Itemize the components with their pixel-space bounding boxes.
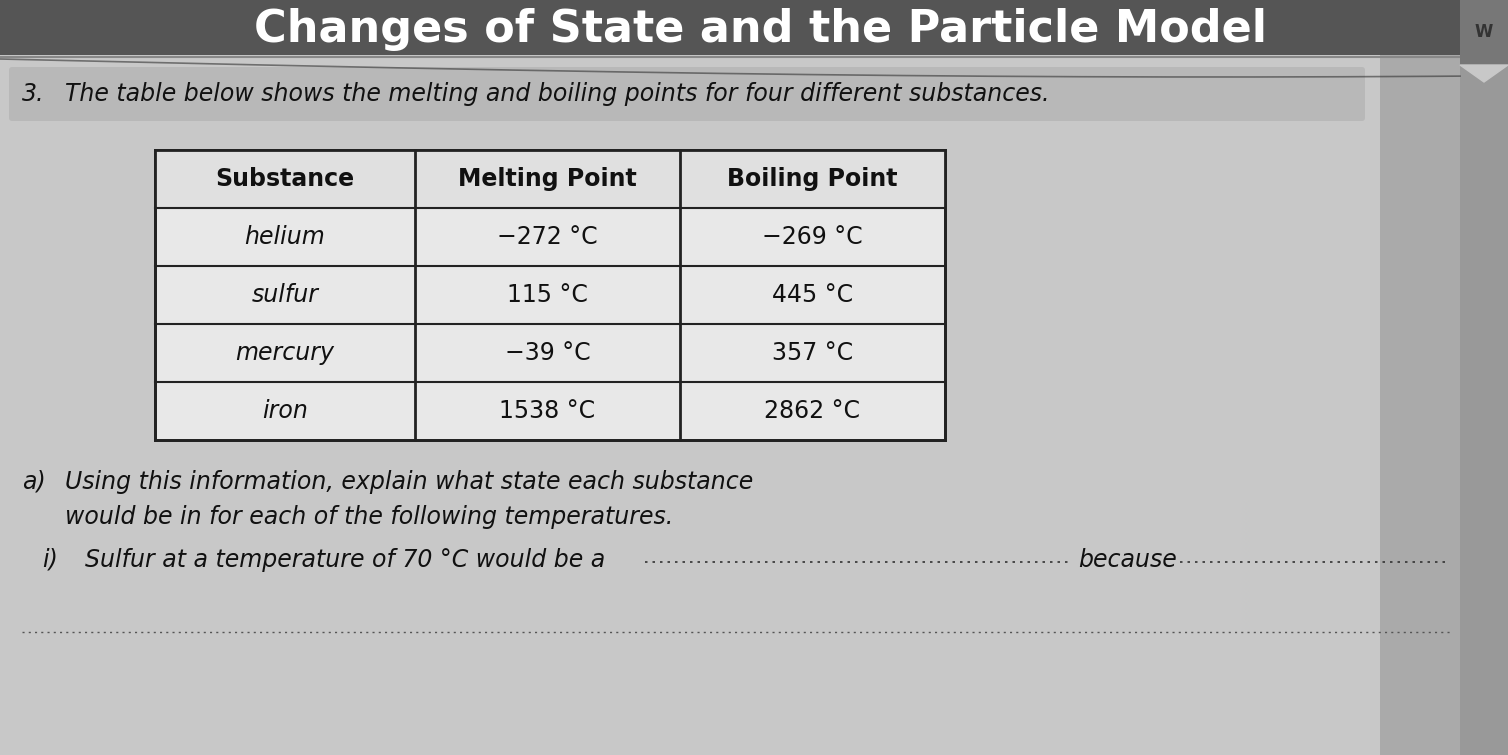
- FancyBboxPatch shape: [9, 67, 1365, 121]
- Text: W: W: [1475, 23, 1493, 41]
- Text: −272 °C: −272 °C: [498, 225, 597, 249]
- Text: helium: helium: [244, 225, 326, 249]
- Text: a): a): [23, 470, 45, 494]
- FancyBboxPatch shape: [1460, 0, 1508, 65]
- FancyBboxPatch shape: [155, 150, 946, 440]
- FancyBboxPatch shape: [155, 150, 946, 208]
- Text: i): i): [42, 548, 57, 572]
- Text: Changes of State and the Particle Model: Changes of State and the Particle Model: [253, 8, 1267, 51]
- Text: 115 °C: 115 °C: [507, 283, 588, 307]
- Text: Sulfur at a temperature of 70 °C would be a: Sulfur at a temperature of 70 °C would b…: [84, 548, 605, 572]
- Text: because: because: [1078, 548, 1176, 572]
- Text: 1538 °C: 1538 °C: [499, 399, 596, 423]
- Text: 3.: 3.: [23, 82, 45, 106]
- Polygon shape: [1460, 65, 1508, 82]
- FancyBboxPatch shape: [1460, 0, 1508, 755]
- Text: 357 °C: 357 °C: [772, 341, 854, 365]
- Text: Substance: Substance: [216, 167, 354, 191]
- Text: sulfur: sulfur: [252, 283, 318, 307]
- Text: iron: iron: [262, 399, 308, 423]
- Text: The table below shows the melting and boiling points for four different substanc: The table below shows the melting and bo…: [65, 82, 1050, 106]
- Text: 2862 °C: 2862 °C: [765, 399, 861, 423]
- Text: −269 °C: −269 °C: [762, 225, 863, 249]
- Text: Melting Point: Melting Point: [458, 167, 636, 191]
- FancyBboxPatch shape: [1380, 0, 1508, 755]
- FancyBboxPatch shape: [0, 0, 1460, 55]
- Text: mercury: mercury: [235, 341, 335, 365]
- Text: Using this information, explain what state each substance
would be in for each o: Using this information, explain what sta…: [65, 470, 754, 529]
- Text: Boiling Point: Boiling Point: [727, 167, 897, 191]
- Text: 445 °C: 445 °C: [772, 283, 854, 307]
- Text: −39 °C: −39 °C: [505, 341, 590, 365]
